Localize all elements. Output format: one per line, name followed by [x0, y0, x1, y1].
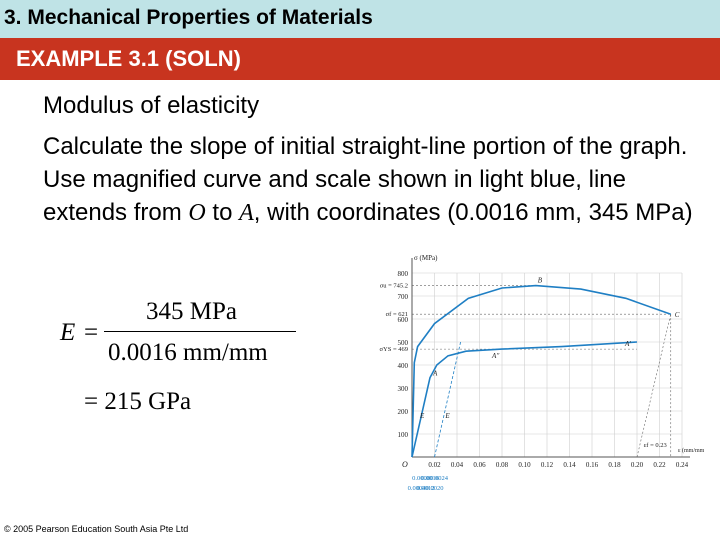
point-b-label: B: [538, 277, 543, 285]
x-tick-label: 0.02: [428, 461, 441, 469]
example-bar: EXAMPLE 3.1 (SOLN): [0, 38, 720, 80]
y-tick-label: 300: [398, 385, 409, 393]
offset-strain-label: 0.2%: [428, 497, 442, 498]
y-tick-label: 600: [398, 316, 409, 324]
chart-labels: 100 200 300 400 500 600 700 800 0.02 0.04 0.06 0.08…: [380, 254, 704, 498]
point-o-label: O: [188, 200, 206, 226]
modulus-label-magnified: E: [419, 412, 425, 420]
modulus-label-offset: E: [444, 412, 450, 420]
x-tick-label: 0.04: [451, 461, 464, 469]
chart-grid: [412, 272, 683, 458]
magnified-tick-upper: 0.0016: [421, 475, 440, 482]
y-tick-label: 500: [398, 339, 409, 347]
magnified-stress-strain-curve: [411, 341, 638, 458]
x-axis-label: ε (mm/mm): [678, 447, 704, 454]
y-axis-label: σ (MPa): [414, 254, 438, 262]
fracture-strain-label: εf = 0.23: [644, 442, 667, 449]
magnified-tick-lower: 0.0020: [426, 485, 444, 492]
y-tick-label: 400: [398, 362, 409, 370]
x-tick-label: 0.16: [586, 461, 599, 469]
magnified-tick-lower: 0.0012: [417, 485, 435, 492]
equation-result: = 215 GPa: [84, 388, 192, 415]
point-a-prime-label: A': [624, 340, 631, 348]
paragraph-text-2: to: [205, 199, 240, 226]
body-paragraph: Calculate the slope of initial straight-…: [43, 130, 703, 230]
example-title: EXAMPLE 3.1 (SOLN): [16, 46, 241, 71]
top-bar: 3. Mechanical Properties of Materials: [0, 0, 720, 38]
point-a-label: A: [239, 200, 254, 226]
x-tick-label: 0.14: [563, 461, 576, 469]
point-a-label: A: [432, 370, 438, 378]
x-tick-label: 0.06: [473, 461, 486, 469]
equation-equals: =: [84, 319, 99, 346]
paragraph-text-1: Calculate the slope of initial straight-…: [43, 133, 688, 226]
stress-strain-chart: 100 200 300 400 500 600 700 800 0.02 0.04 0.06 0.08…: [380, 254, 704, 498]
x-tick-label: 0.12: [541, 461, 554, 469]
point-c-label: C: [675, 311, 680, 319]
equation-lhs: E: [60, 319, 76, 346]
ultimate-stress-label: σu = 745.2: [380, 283, 408, 290]
unload-line: [636, 314, 672, 458]
x-tick-label: 0.10: [518, 461, 531, 469]
fracture-stress-label: σf = 621: [386, 311, 408, 318]
offset-line: [434, 341, 461, 458]
x-tick-label: 0.08: [496, 461, 509, 469]
y-tick-label: 200: [398, 408, 409, 416]
chart-curves: [411, 284, 672, 458]
point-a-double-prime-label: A'': [491, 352, 500, 360]
x-tick-label: 0.24: [676, 461, 689, 469]
chapter-title: 3. Mechanical Properties of Materials: [4, 6, 373, 29]
yield-stress-label: σYS = 469: [380, 346, 408, 353]
magnified-tick-upper: 0.0008: [412, 475, 430, 482]
paragraph-text-3: , with coordinates (0.0016 mm, 345 MPa): [253, 199, 693, 226]
section-heading: Modulus of elasticity: [43, 92, 260, 119]
x-tick-label: 0.22: [653, 461, 666, 469]
y-tick-label: 800: [398, 270, 409, 278]
main-stress-strain-curve: [411, 284, 672, 458]
magnified-tick-upper: 0.0024: [430, 475, 449, 482]
y-tick-label: 100: [398, 431, 409, 439]
chart-axes: [411, 258, 690, 458]
x-tick-label: 0.18: [608, 461, 621, 469]
fraction-bar: [104, 331, 296, 332]
copyright-footer: © 2005 Pearson Education South Asia Pte …: [4, 524, 189, 534]
origin-label: O: [402, 460, 408, 469]
equation-denominator: 0.0016 mm/mm: [108, 339, 268, 366]
equation-numerator: 345 MPa: [146, 298, 237, 325]
y-tick-label: 700: [398, 293, 409, 301]
x-tick-label: 0.20: [631, 461, 644, 469]
magnified-tick-lower: 0.0004: [408, 485, 427, 492]
